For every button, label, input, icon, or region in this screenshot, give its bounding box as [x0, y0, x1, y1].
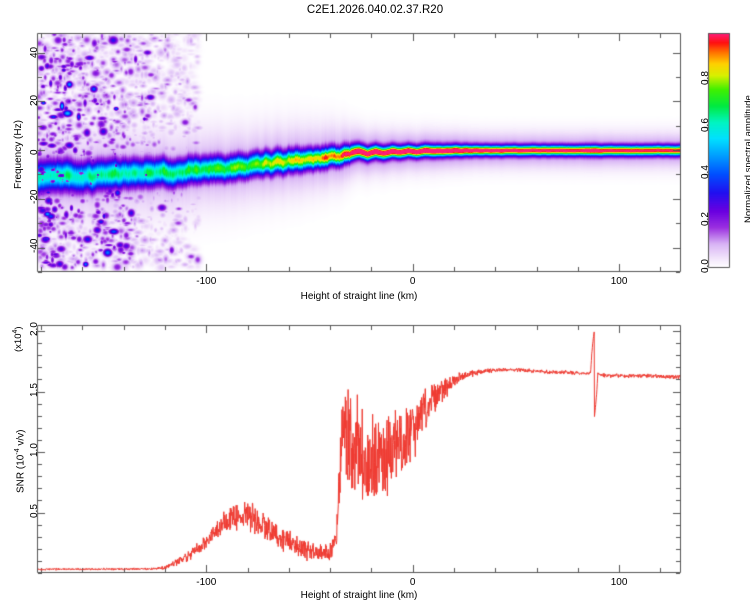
spectrogram-x-tick-label: -100 [196, 276, 217, 287]
colorbar-tick-label: 0.6 [700, 118, 711, 132]
spectrogram-y-tick-label: 0 [29, 149, 40, 156]
colorbar-title: Normalized spectral amplitude [743, 94, 750, 223]
colorbar-tick-label: 0.4 [700, 165, 711, 179]
snr-x-axis-title: Height of straight line (km) [300, 590, 418, 601]
snr-y-tick-label: 0.5 [29, 503, 40, 518]
snr-x-tick-label: 100 [610, 577, 628, 588]
snr-y-tick-label: 1.5 [29, 382, 40, 397]
snr-y-tick-label: 2.0 [29, 322, 40, 337]
colorbar-tick-label: 0.8 [700, 71, 711, 85]
spectrogram-x-tick-label: 100 [610, 276, 628, 287]
snr-x-tick-label: -100 [196, 577, 217, 588]
snr-y-axis-exponent-label: (x104) [12, 326, 25, 352]
snr-y-axis-title: SNR (10-4 v/v) [14, 429, 27, 493]
spectrogram-y-tick-label: -40 [29, 238, 40, 253]
spectrogram-y-tick-label: -20 [29, 189, 40, 204]
spectrogram-y-tick-label: 20 [29, 95, 40, 107]
colorbar-tick-label: 0.0 [700, 259, 711, 273]
spectrogram-x-tick-label: 0 [409, 276, 416, 287]
page-title: C2E1.2026.040.02.37.R20 [306, 4, 444, 16]
spectrogram-y-tick-label: 40 [29, 46, 40, 58]
colorbar-tick-label: 0.2 [700, 212, 711, 226]
spectrogram-x-axis-title: Height of straight line (km) [300, 291, 418, 302]
snr-x-tick-label: 0 [409, 577, 416, 588]
spectrogram-y-axis-title: Frequency (Hz) [13, 119, 24, 189]
snr-y-tick-label: 1.0 [29, 443, 40, 458]
